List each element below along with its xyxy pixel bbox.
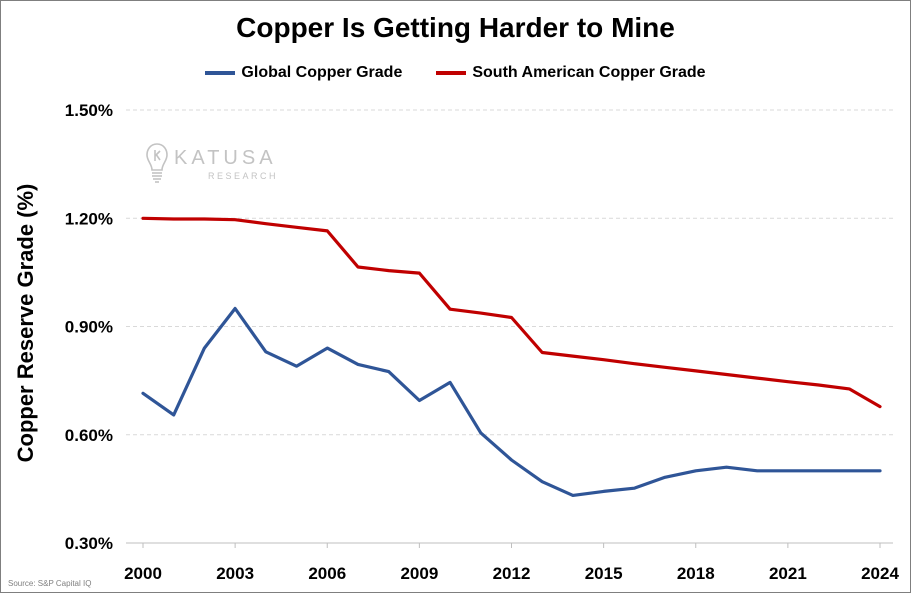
y-tick-label: 0.30% <box>65 534 113 553</box>
legend-swatch-south-america <box>436 71 467 75</box>
x-tick-label: 2015 <box>585 564 623 583</box>
legend-item-global: Global Copper Grade <box>205 64 402 82</box>
watermark-sub: RESEARCH <box>208 170 279 181</box>
lightbulb-icon <box>146 143 168 183</box>
katusa-watermark: KATUSA RESEARCH <box>146 142 278 186</box>
chart-legend: Global Copper Grade South American Coppe… <box>0 64 911 82</box>
legend-label-south-america: South American Copper Grade <box>472 64 706 81</box>
source-note: Source: S&P Capital IQ <box>8 579 92 588</box>
legend-item-south-america: South American Copper Grade <box>436 64 706 82</box>
x-tick-label: 2000 <box>124 564 162 583</box>
series-line-south-america <box>141 216 882 409</box>
watermark-brand: KATUSA <box>174 146 277 169</box>
x-tick-label: 2021 <box>769 564 807 583</box>
x-tick-label: 2009 <box>400 564 438 583</box>
series-line-global <box>141 306 882 497</box>
legend-label-global: Global Copper Grade <box>241 64 403 81</box>
y-tick-label: 1.20% <box>65 209 113 228</box>
x-tick-label: 2012 <box>493 564 531 583</box>
y-tick-label: 0.90% <box>65 318 113 337</box>
x-tick-label: 2018 <box>677 564 715 583</box>
x-tick-label: 2024 <box>861 564 899 583</box>
x-tick-label: 2006 <box>308 564 346 583</box>
legend-swatch-global <box>205 71 236 75</box>
y-tick-label: 1.50% <box>65 101 113 120</box>
chart-title: Copper Is Getting Harder to Mine <box>236 12 675 43</box>
x-tick-label: 2003 <box>216 564 254 583</box>
y-tick-label: 0.60% <box>65 426 113 445</box>
